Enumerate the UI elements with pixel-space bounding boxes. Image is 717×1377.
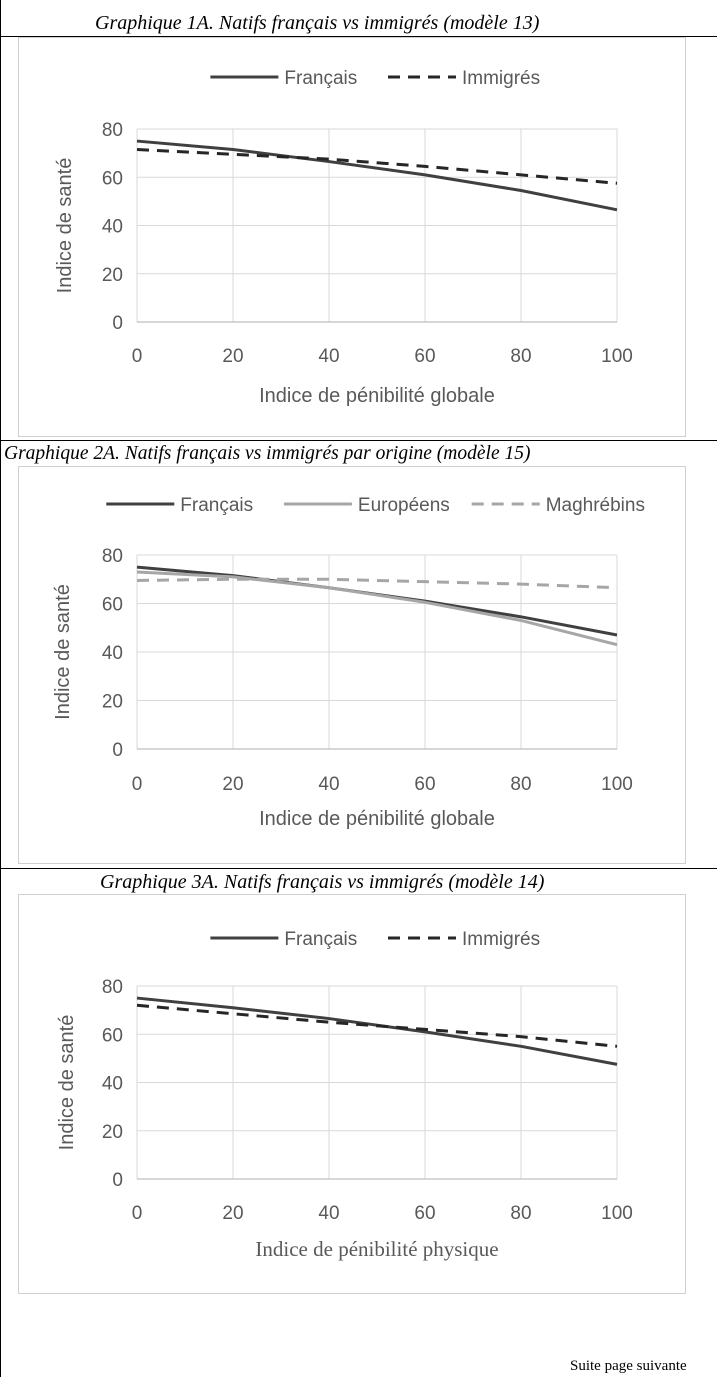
y-tick-label: 80 [102, 546, 123, 567]
y-tick-label: 40 [102, 643, 123, 664]
y-tick-label: 20 [102, 1122, 123, 1143]
y-tick-label: 80 [102, 120, 123, 141]
legend-label-immigrés: Immigrés [462, 929, 540, 950]
chart-3: 0 20 40 60 80 0 20 40 60 80 100 Indice de pénibilit… [18, 894, 686, 1294]
legend-label-français: Français [284, 68, 357, 89]
chart-2-caption: Graphique 2A. Natifs français vs immigré… [4, 443, 531, 464]
y-tick-label: 40 [102, 217, 123, 238]
series-line-français [136, 139, 618, 212]
page-border-left [0, 0, 1, 1377]
chart-3-caption: Graphique 3A. Natifs français vs immigré… [100, 871, 545, 893]
y-tick-label: 0 [112, 740, 123, 761]
x-axis-title: Indice de pénibilité physique [255, 1237, 498, 1261]
series-line-français [136, 565, 618, 637]
legend-label-immigrés: Immigrés [462, 68, 540, 89]
x-tick-label: 20 [222, 1203, 243, 1224]
y-axis-title: Indice de santé [56, 1015, 78, 1151]
y-tick-label: 0 [112, 1170, 123, 1191]
x-tick-label: 20 [222, 346, 243, 367]
chart-1-caption: Graphique 1A. Natifs français vs immigré… [95, 12, 540, 34]
legend-label-français: Français [284, 929, 357, 950]
x-tick-label: 80 [510, 346, 531, 367]
x-tick-label: 100 [601, 1203, 633, 1224]
x-tick-label: 80 [510, 1203, 531, 1224]
series-line-européens [136, 570, 618, 647]
section-divider-2 [0, 440, 717, 441]
chart-2-svg: 0 20 40 60 80 0 20 40 60 80 100 Indice de pénibilit… [52, 495, 645, 830]
x-tick-label: 0 [132, 1203, 143, 1224]
section-divider-3 [0, 868, 717, 869]
x-tick-label: 0 [132, 774, 143, 795]
chart-2: 0 20 40 60 80 0 20 40 60 80 100 Indice de pénibilit… [18, 466, 686, 864]
legend-label-européens: Européens [358, 495, 450, 516]
x-tick-label: 0 [132, 346, 143, 367]
x-tick-label: 40 [318, 1203, 339, 1224]
y-tick-label: 60 [102, 168, 123, 189]
y-tick-label: 40 [102, 1074, 123, 1095]
y-axis-title: Indice de santé [54, 158, 76, 294]
y-tick-label: 80 [102, 977, 123, 998]
chart-1-svg: 0 20 40 60 80 0 20 40 60 80 100 Indice de pénibilit… [54, 68, 633, 407]
x-tick-label: 60 [414, 774, 435, 795]
section-divider-1 [0, 36, 717, 37]
chart-1: 0 20 40 60 80 0 20 40 60 80 100 Indice de pénibilit… [18, 37, 686, 437]
x-tick-label: 100 [601, 774, 633, 795]
y-tick-label: 20 [102, 692, 123, 713]
footer-note: Suite page suivante [570, 1358, 687, 1374]
x-tick-label: 60 [414, 1203, 435, 1224]
x-axis-title: Indice de pénibilité globale [259, 808, 495, 830]
legend-label-français: Français [180, 495, 253, 516]
y-axis-title: Indice de santé [52, 584, 74, 720]
series-line-immigrés [136, 1003, 618, 1048]
x-tick-label: 40 [318, 774, 339, 795]
series-line-maghrébins [136, 577, 618, 590]
series-line-français [136, 996, 618, 1066]
y-tick-label: 20 [102, 265, 123, 286]
x-tick-label: 80 [510, 774, 531, 795]
chart-3-svg: 0 20 40 60 80 0 20 40 60 80 100 Indice de pénibilit… [56, 929, 633, 1261]
legend-label-maghrébins: Maghrébins [546, 495, 645, 516]
x-tick-label: 60 [414, 346, 435, 367]
y-tick-label: 0 [112, 313, 123, 334]
y-tick-label: 60 [102, 1025, 123, 1046]
x-tick-label: 20 [222, 774, 243, 795]
series-line-immigrés [136, 148, 618, 185]
x-tick-label: 100 [601, 346, 633, 367]
x-axis-title: Indice de pénibilité globale [259, 385, 495, 407]
y-tick-label: 60 [102, 595, 123, 616]
x-tick-label: 40 [318, 346, 339, 367]
